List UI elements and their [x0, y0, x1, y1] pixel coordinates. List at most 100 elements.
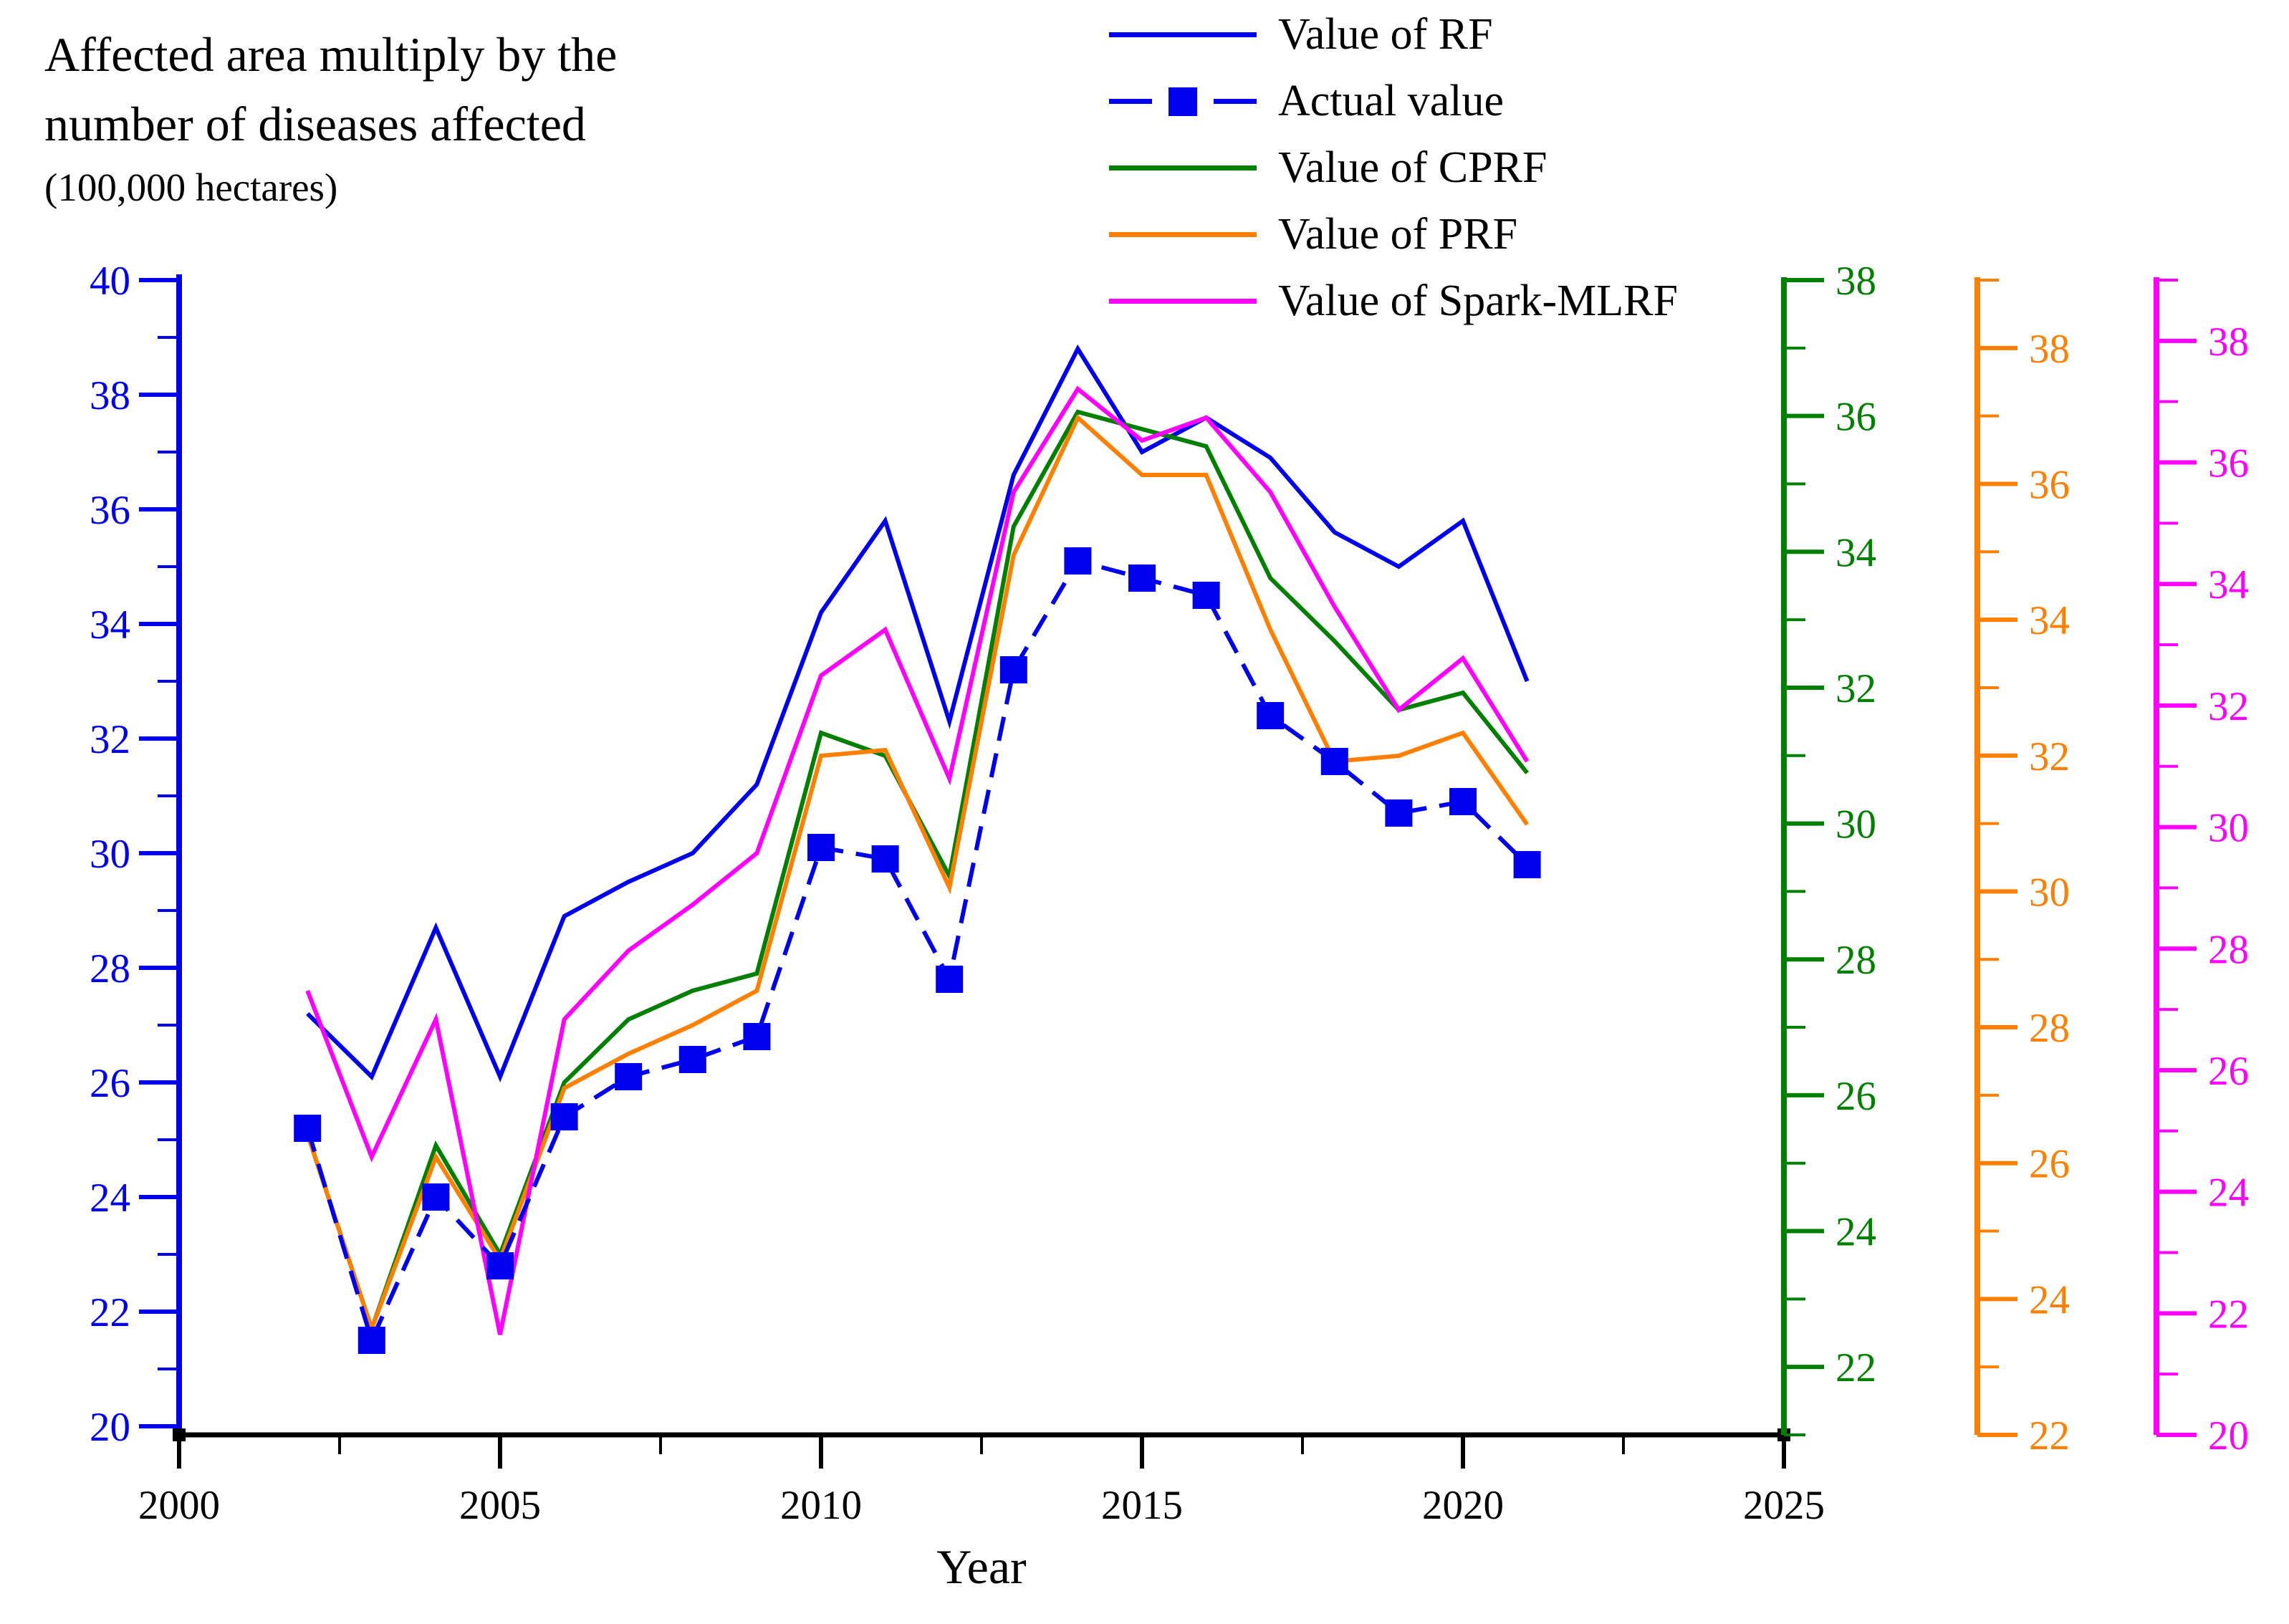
legend-line-icon [1109, 32, 1257, 37]
legend-entry-value-of-prf: Value of PRF [1109, 201, 1678, 268]
series-actual-value-marker [1064, 547, 1092, 575]
axis-corner-marker-left [173, 1428, 186, 1441]
series-value-of-spark-mlrf-line [305, 385, 1530, 1335]
series-actual-value-marker [550, 1103, 578, 1130]
x-axis-title: Year [936, 1539, 1027, 1594]
magenta-axis-tick-label: 28 [2208, 927, 2249, 972]
series-actual-value-marker [871, 845, 899, 873]
magenta-axis-tick-label: 22 [2208, 1292, 2249, 1337]
legend-label: Value of RF [1278, 10, 1493, 59]
orange-axis-tick-label: 24 [2029, 1277, 2070, 1322]
magenta-axis-tick-label: 36 [2208, 441, 2249, 486]
orange-axis-tick-label: 30 [2029, 870, 2070, 915]
x-axis-tick-label: 2010 [780, 1483, 862, 1528]
magenta-axis-tick-label: 20 [2208, 1413, 2249, 1459]
legend-square-marker-icon [1169, 87, 1197, 116]
series-value-of-prf-line [305, 414, 1530, 1336]
legend-sample-value-of-cprf-icon [1109, 165, 1257, 170]
green-axis-tick-label: 24 [1835, 1210, 1876, 1255]
orange-axis-tick-label: 22 [2029, 1413, 2070, 1459]
left-axis-tick-label: 30 [90, 832, 130, 877]
left-axis-tick-label: 32 [90, 717, 130, 762]
orange-axis-tick-label: 26 [2029, 1142, 2070, 1187]
series-actual-value-marker [294, 1115, 322, 1142]
chart-title-line-2: number of diseases affected [44, 97, 586, 151]
legend-entry-actual-value: Actual value [1109, 68, 1678, 135]
legend-sample-actual-value-icon [1109, 87, 1257, 116]
legend-label: Actual value [1278, 77, 1505, 125]
left-axis-tick-label: 20 [90, 1405, 130, 1450]
legend-sample-value-of-spark-mlrf-icon [1109, 299, 1257, 304]
left-axis-tick-label: 38 [90, 373, 130, 418]
chart-title-units: (100,000 hectares) [44, 165, 338, 209]
x-axis-tick-label: 2000 [138, 1483, 220, 1528]
series-actual-value-marker [807, 834, 835, 861]
green-axis-tick-label: 28 [1835, 938, 1876, 983]
left-axis-tick-label: 28 [90, 946, 130, 991]
chart-title-line-1: Affected area multiply by the [44, 27, 618, 82]
legend-entry-value-of-rf: Value of RF [1109, 1, 1678, 68]
series-actual-value-marker [1513, 851, 1541, 878]
legend: Value of RF Actual value Value of CPRF Valu… [1109, 1, 1678, 335]
series-actual-value-marker [486, 1252, 514, 1279]
legend-line-icon [1109, 299, 1257, 304]
legend-entry-value-of-cprf: Value of CPRF [1109, 135, 1678, 201]
magenta-axis-tick-label: 24 [2208, 1171, 2249, 1216]
legend-sample-value-of-rf-icon [1109, 32, 1257, 37]
series-actual-value-marker [1192, 582, 1220, 609]
green-axis-tick-label: 22 [1835, 1345, 1876, 1390]
series-actual-value-marker [1320, 748, 1348, 775]
magenta-axis-tick-label: 30 [2208, 806, 2249, 851]
magenta-axis-tick-label: 34 [2208, 562, 2249, 607]
orange-axis-tick-label: 36 [2029, 462, 2070, 507]
x-axis-tick-label: 2025 [1743, 1483, 1825, 1528]
chart-title: Affected area multiply by the number of … [44, 20, 617, 216]
x-axis-tick-label: 2020 [1422, 1483, 1504, 1528]
series-actual-value-marker [357, 1327, 385, 1354]
orange-axis-tick-label: 38 [2029, 327, 2070, 372]
orange-axis-tick-label: 32 [2029, 734, 2070, 779]
series-actual-value-marker [1385, 799, 1413, 827]
left-axis-tick-label: 22 [90, 1290, 130, 1335]
legend-dash-icon [1214, 99, 1257, 104]
legend-label: Value of Spark-MLRF [1278, 277, 1678, 325]
x-axis-tick-label: 2005 [459, 1483, 541, 1528]
series-actual-value-marker [615, 1063, 643, 1090]
left-axis-tick-label: 36 [90, 488, 130, 533]
legend-line-icon [1109, 165, 1257, 170]
green-axis-tick-label: 36 [1835, 395, 1876, 440]
legend-entry-value-of-spark-mlrf: Value of Spark-MLRF [1109, 268, 1678, 335]
series-actual-value-marker [999, 656, 1027, 683]
legend-dash-icon [1109, 99, 1152, 104]
series-actual-value-marker [1128, 564, 1156, 592]
series-actual-value-marker [422, 1183, 450, 1211]
green-axis-tick-label: 34 [1835, 530, 1876, 575]
orange-axis-tick-label: 28 [2029, 1006, 2070, 1051]
x-axis-tick-label: 2015 [1101, 1483, 1183, 1528]
magenta-axis-tick-label: 38 [2208, 319, 2249, 365]
green-axis-tick-label: 30 [1835, 802, 1876, 847]
series-actual-value-marker [743, 1023, 771, 1050]
left-axis-tick-label: 34 [90, 602, 130, 648]
magenta-axis-tick-label: 32 [2208, 684, 2249, 729]
series-actual-value-marker [1449, 788, 1477, 815]
series-actual-value-marker [678, 1046, 706, 1073]
series-value-of-rf-line [306, 344, 1530, 1082]
series-actual-value-line [305, 558, 1529, 1347]
series-value-of-cprf-line [305, 409, 1529, 1336]
series-actual-value-marker [1257, 702, 1285, 729]
green-axis-tick-label: 38 [1835, 259, 1876, 304]
legend-line-icon [1109, 232, 1257, 237]
legend-label: Value of CPRF [1278, 143, 1547, 192]
left-axis-tick-label: 40 [90, 259, 130, 304]
series-actual-value-marker [936, 966, 964, 993]
legend-sample-value-of-prf-icon [1109, 232, 1257, 237]
green-axis-tick-label: 26 [1835, 1074, 1876, 1119]
orange-axis-tick-label: 34 [2029, 598, 2070, 643]
left-axis-tick-label: 24 [90, 1176, 130, 1221]
magenta-axis-tick-label: 26 [2208, 1049, 2249, 1094]
legend-label: Value of PRF [1278, 210, 1518, 259]
green-axis-tick-label: 32 [1835, 666, 1876, 711]
